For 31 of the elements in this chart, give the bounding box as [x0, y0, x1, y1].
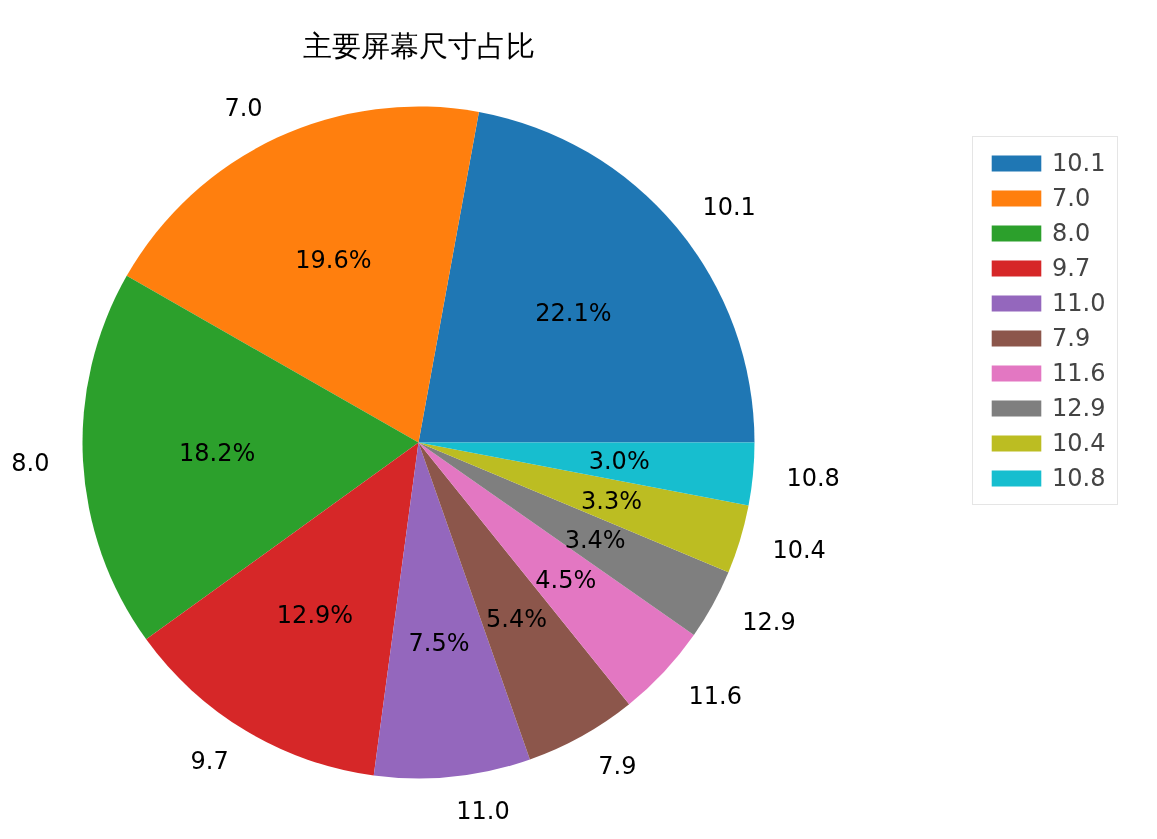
legend-label: 7.9: [1052, 324, 1091, 352]
chart-title: 主要屏幕尺寸占比: [302, 29, 535, 64]
legend-label: 11.6: [1052, 359, 1106, 387]
legend-label: 9.7: [1052, 254, 1091, 282]
slice-label: 10.8: [786, 464, 840, 493]
legend-label: 10.1: [1052, 149, 1106, 177]
data-label: 12.9%: [276, 601, 354, 630]
data-label: 3.3%: [581, 486, 643, 515]
data-label: 5.4%: [486, 604, 548, 633]
legend-label: 10.8: [1052, 464, 1106, 492]
data-label: 18.2%: [179, 439, 256, 468]
slice-label: 9.7: [190, 746, 229, 775]
data-label: 22.1%: [535, 299, 612, 328]
legend-label: 8.0: [1052, 219, 1091, 247]
slice-label: 7.0: [224, 94, 263, 123]
data-label: 3.4%: [564, 525, 626, 554]
legend-label: 10.4: [1052, 429, 1106, 457]
legend-label: 12.9: [1052, 394, 1106, 422]
slice-label: 7.9: [598, 752, 637, 781]
data-label: 19.6%: [295, 245, 372, 274]
legend-label: 7.0: [1052, 184, 1091, 212]
slice-label: 11.6: [688, 681, 742, 710]
data-label: 4.5%: [535, 566, 597, 595]
data-label: 3.0%: [588, 447, 650, 476]
slice-label: 12.9: [742, 607, 796, 636]
legend-label: 11.0: [1052, 289, 1106, 317]
slice-label: 11.0: [456, 797, 510, 826]
data-label: 7.5%: [408, 629, 470, 658]
slice-label: 8.0: [11, 449, 50, 478]
slice-label: 10.4: [772, 536, 826, 565]
slice-label: 10.1: [702, 192, 756, 221]
